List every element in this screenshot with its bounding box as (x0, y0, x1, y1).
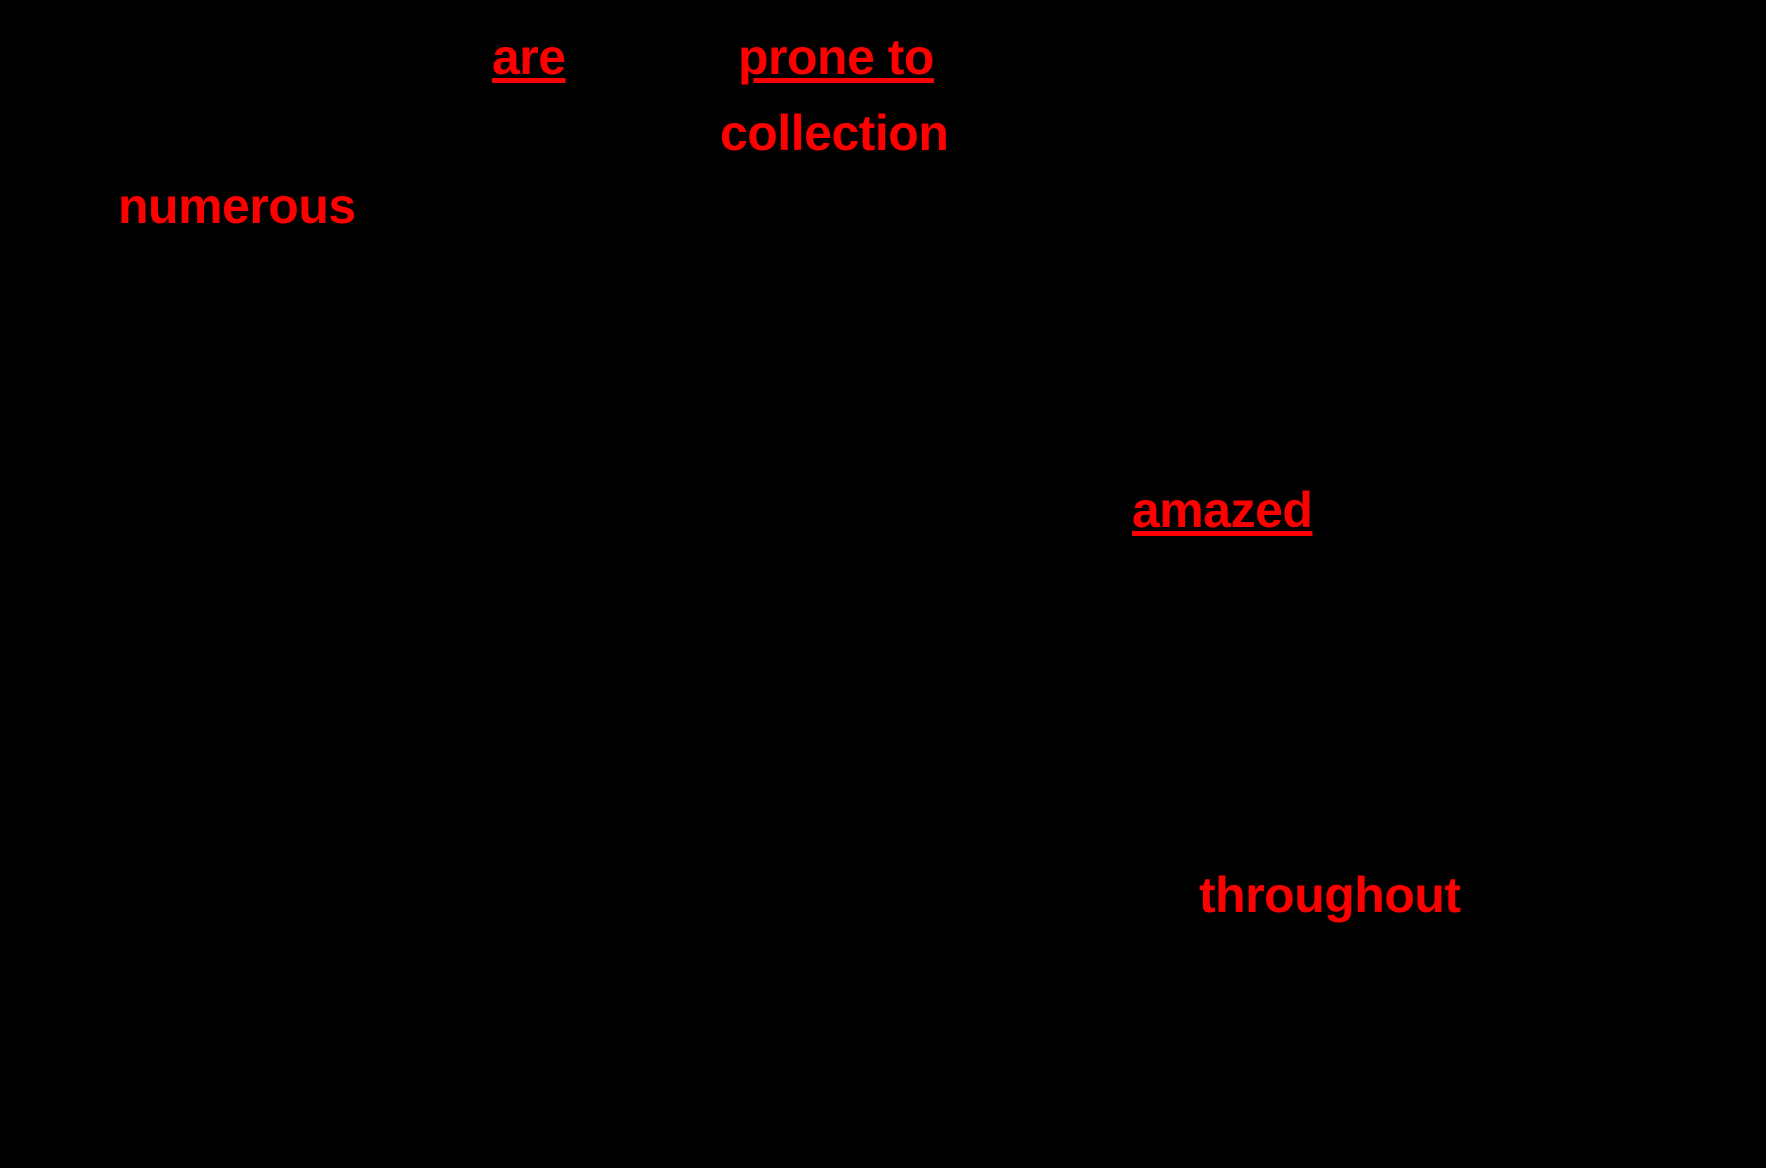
annotation-word-prone-to: prone to (738, 29, 934, 85)
annotation-word-collection: collection (720, 105, 949, 161)
annotation-word-numerous: numerous (118, 178, 356, 234)
annotation-word-amazed: amazed (1132, 482, 1313, 538)
annotation-word-throughout: throughout (1199, 867, 1461, 923)
annotation-word-are: are (492, 29, 566, 85)
